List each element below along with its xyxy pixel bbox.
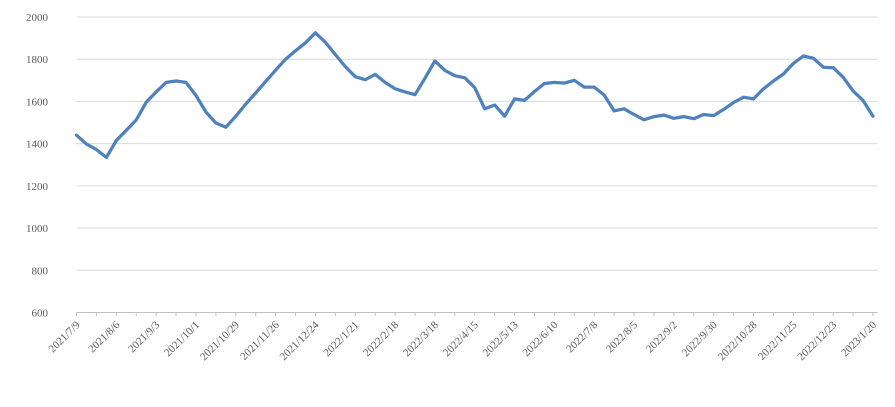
x-tick-label: 2021/7/9	[46, 319, 82, 355]
series-line	[74, 31, 875, 160]
x-tick-label: 2022/2/18	[361, 319, 401, 359]
x-tick-label: 2022/8/5	[604, 319, 640, 355]
y-tick-label: 800	[32, 265, 49, 277]
x-tick-label: 2022/1/21	[321, 319, 361, 359]
y-tick-label: 1200	[26, 181, 49, 193]
x-tick-label: 2022/4/15	[441, 319, 481, 359]
x-tick-label: 2022/9/2	[644, 319, 680, 355]
x-tick-label: 2021/10/1	[162, 319, 202, 359]
x-tick-label: 2021/12/24	[278, 319, 322, 363]
y-tick-label: 600	[32, 308, 49, 320]
x-tick-label: 2022/5/13	[481, 319, 521, 359]
x-tick-label: 2022/7/8	[564, 319, 600, 355]
y-tick-label: 1000	[26, 223, 49, 235]
x-tick-label: 2022/3/18	[401, 319, 441, 359]
x-tick-label: 2022/10/28	[716, 319, 760, 363]
y-tick-label: 1600	[26, 96, 49, 108]
x-tick-label: 2022/11/25	[756, 319, 800, 363]
x-tick-label: 2022/12/23	[795, 319, 839, 363]
y-tick-label: 1400	[26, 139, 49, 151]
x-tick-label: 2022/9/30	[680, 319, 720, 359]
y-tick-label: 1800	[26, 54, 49, 66]
x-tick-label: 2021/10/29	[198, 319, 242, 363]
y-tick-label: 2000	[26, 12, 49, 24]
x-tick-label: 2021/9/3	[126, 319, 162, 355]
x-tick-label: 2023/1/20	[839, 319, 879, 359]
x-tick-label: 2021/11/26	[238, 319, 282, 363]
x-tick-label: 2021/8/6	[86, 319, 122, 355]
x-tick-label: 2022/6/10	[520, 319, 560, 359]
